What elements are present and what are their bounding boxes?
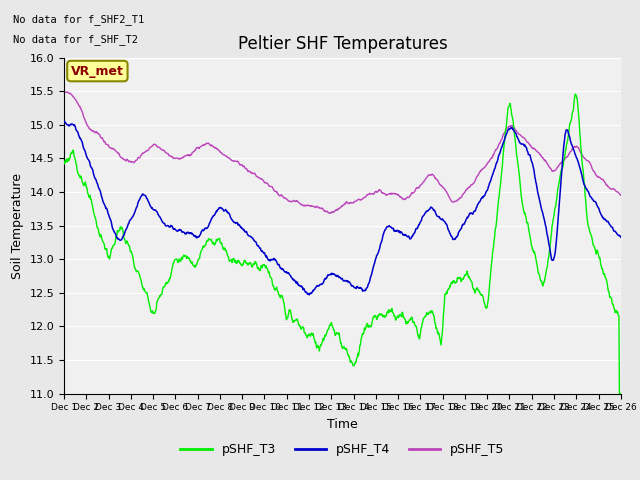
- pSHF_T4: [134, 200, 141, 206]
- pSHF_T5: [60, 91, 68, 96]
- Line: pSHF_T3: pSHF_T3: [64, 94, 621, 394]
- pSHF_T4: [617, 234, 625, 240]
- pSHF_T5: [354, 197, 362, 203]
- pSHF_T3: [248, 263, 255, 268]
- pSHF_T3: [572, 91, 579, 97]
- pSHF_T5: [154, 144, 162, 150]
- pSHF_T3: [364, 324, 372, 330]
- pSHF_T4: [60, 118, 68, 124]
- pSHF_T4: [305, 292, 313, 298]
- pSHF_T3: [616, 391, 623, 396]
- pSHF_T4: [365, 281, 372, 287]
- Text: VR_met: VR_met: [71, 64, 124, 78]
- pSHF_T3: [154, 297, 162, 303]
- Text: No data for f_SHF2_T1: No data for f_SHF2_T1: [13, 14, 144, 25]
- pSHF_T3: [353, 356, 360, 361]
- pSHF_T5: [134, 155, 142, 160]
- pSHF_T3: [60, 161, 68, 167]
- Line: pSHF_T5: pSHF_T5: [64, 92, 621, 213]
- pSHF_T3: [134, 268, 141, 274]
- pSHF_T5: [365, 192, 373, 197]
- Title: Peltier SHF Temperatures: Peltier SHF Temperatures: [237, 35, 447, 53]
- Y-axis label: Soil Temperature: Soil Temperature: [11, 173, 24, 278]
- X-axis label: Time: Time: [327, 418, 358, 431]
- pSHF_T5: [248, 170, 256, 176]
- pSHF_T3: [301, 331, 309, 337]
- pSHF_T4: [154, 211, 162, 217]
- Line: pSHF_T4: pSHF_T4: [64, 121, 621, 295]
- pSHF_T5: [63, 89, 70, 95]
- pSHF_T3: [617, 391, 625, 396]
- pSHF_T5: [326, 210, 334, 216]
- Text: No data for f_SHF_T2: No data for f_SHF_T2: [13, 34, 138, 45]
- pSHF_T5: [617, 192, 625, 198]
- pSHF_T4: [248, 235, 255, 240]
- Legend: pSHF_T3, pSHF_T4, pSHF_T5: pSHF_T3, pSHF_T4, pSHF_T5: [175, 438, 509, 461]
- pSHF_T5: [302, 203, 310, 208]
- pSHF_T4: [301, 289, 309, 295]
- pSHF_T4: [353, 284, 361, 289]
